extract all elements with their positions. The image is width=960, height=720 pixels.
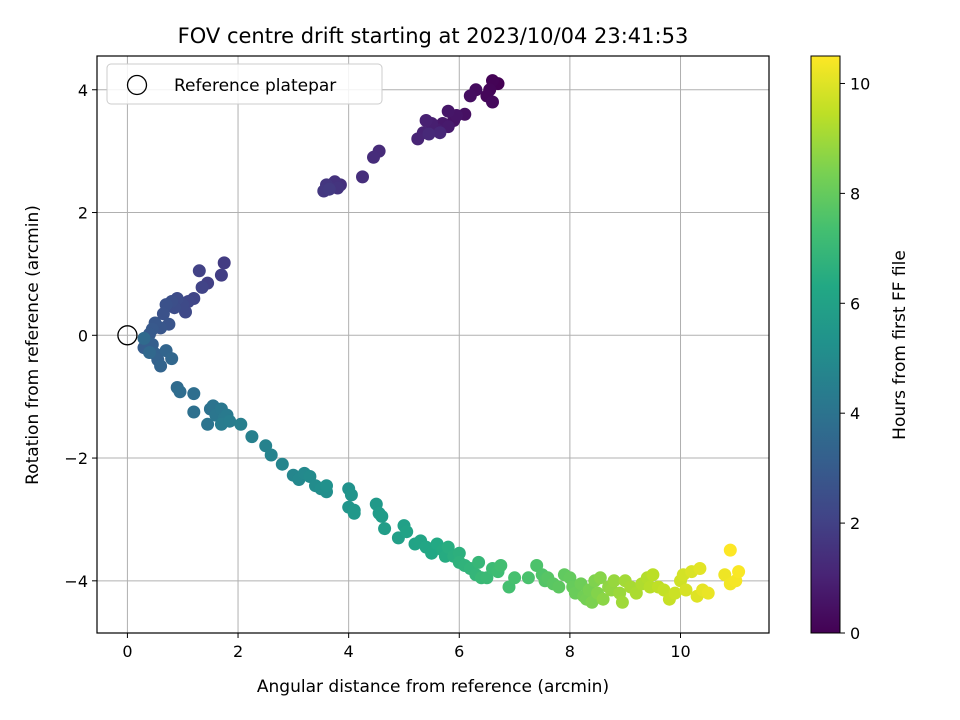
data-point [646,568,660,582]
legend-label: Reference platepar [174,76,336,96]
chart-title: FOV centre drift starting at 2023/10/04 … [178,24,689,48]
y-tick-label: −4 [64,572,88,591]
data-point [173,385,187,399]
data-point [192,264,206,278]
data-point [596,592,610,606]
colorbar-tick-label: 6 [850,294,860,313]
data-point [441,104,455,118]
data-point [156,307,170,321]
data-point [668,586,682,600]
legend: Reference platepar [106,63,383,105]
x-tick-label: 4 [344,642,354,661]
data-point [486,95,499,109]
data-point [275,457,289,471]
data-point [356,170,369,184]
x-tick-label: 6 [454,642,464,661]
data-point [508,571,522,585]
reference-marker [117,325,138,346]
colorbar-tick-label: 2 [850,514,860,533]
data-point [411,132,425,146]
data-point [419,114,433,127]
data-point [367,150,380,164]
data-point [452,546,466,560]
data-point [217,256,231,270]
data-point [378,522,392,536]
scatter-points [137,74,746,609]
data-point [143,346,156,359]
x-axis-ticks: 0 2 4 6 8 10 [122,633,691,661]
x-tick-label: 8 [565,642,575,661]
data-point [552,580,566,594]
x-axis-label: Angular distance from reference (arcmin) [257,677,609,697]
data-point [400,525,414,539]
data-point [607,574,621,588]
y-tick-label: −2 [64,449,88,468]
colorbar-label: Hours from first FF file [890,250,910,440]
legend-box [106,63,383,105]
x-tick-label: 2 [233,642,243,661]
data-point [679,583,693,597]
data-point [195,280,209,294]
data-point [322,182,336,196]
colorbar-tick-label: 4 [850,404,860,423]
data-point [701,586,715,600]
x-tick-label: 0 [122,642,132,661]
data-point [187,405,201,419]
colorbar-tick-label: 10 [850,74,870,93]
legend-marker [126,74,148,96]
data-point [732,565,746,579]
data-point [422,127,436,141]
data-point [234,417,248,431]
y-axis-label: Rotation from reference (arcmin) [23,205,43,485]
colorbar-tick-label: 8 [850,184,860,203]
data-point [494,559,508,572]
y-tick-label: 4 [78,81,88,100]
data-point [521,571,535,585]
colorbar [810,55,841,634]
data-point [375,509,389,523]
data-point [615,595,629,609]
data-point [187,387,201,401]
colorbar-tick-label: 0 [850,624,860,643]
data-point [165,352,179,366]
data-point [723,543,737,557]
data-point [137,331,151,345]
data-point [433,126,447,140]
data-point [693,562,707,575]
data-point [154,359,168,373]
x-tick-label: 10 [670,642,690,661]
data-point [593,571,607,585]
data-point [344,488,358,502]
data-point [214,268,228,282]
y-tick-label: 2 [78,204,88,223]
data-point [472,555,486,569]
data-point [223,414,237,428]
data-point [245,430,259,444]
data-point [463,89,477,103]
colorbar-ticks: 0 2 4 6 8 10 [840,74,870,643]
y-axis-ticks: −4 −2 0 2 4 [64,81,97,591]
data-point [347,506,361,520]
y-tick-label: 0 [78,326,88,345]
plot-area-frame [96,55,770,634]
data-point [264,448,278,462]
data-point [320,479,333,493]
data-point [201,417,215,431]
